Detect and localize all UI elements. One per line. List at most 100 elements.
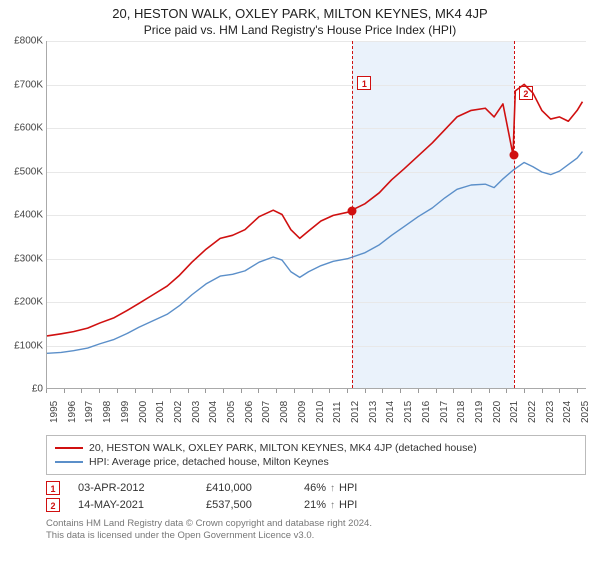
x-tick-mark [329, 389, 330, 393]
x-tick-label: 2021 [509, 401, 520, 423]
x-tick-mark [559, 389, 560, 393]
x-tick-mark [152, 389, 153, 393]
footer-line-1: Contains HM Land Registry data © Crown c… [46, 518, 586, 530]
y-tick-label: £300K [3, 253, 43, 264]
x-tick-label: 1996 [67, 401, 78, 423]
x-tick-label: 2012 [350, 401, 361, 423]
x-tick-mark [436, 389, 437, 393]
y-tick-label: £400K [3, 210, 43, 221]
transaction-row: 2 14-MAY-2021 £537,500 21% ↑ HPI [46, 498, 586, 512]
x-tick-mark [46, 389, 47, 393]
x-tick-label: 2001 [155, 401, 166, 423]
x-tick-label: 2008 [279, 401, 290, 423]
x-tick-label: 1999 [120, 401, 131, 423]
x-tick-mark [382, 389, 383, 393]
x-tick-label: 2016 [421, 401, 432, 423]
x-tick-mark [418, 389, 419, 393]
x-tick-mark [223, 389, 224, 393]
x-tick-label: 2013 [368, 401, 379, 423]
chart-container: 20, HESTON WALK, OXLEY PARK, MILTON KEYN… [0, 6, 600, 566]
x-tick-mark [542, 389, 543, 393]
transaction-pct-suffix: HPI [339, 482, 357, 494]
transaction-pct-value: 46% [304, 482, 326, 494]
arrow-up-icon: ↑ [330, 483, 335, 494]
y-tick-label: £500K [3, 166, 43, 177]
x-tick-mark [577, 389, 578, 393]
legend: 20, HESTON WALK, OXLEY PARK, MILTON KEYN… [46, 435, 586, 475]
y-tick-label: £100K [3, 340, 43, 351]
transaction-badge: 1 [46, 481, 60, 495]
x-tick-mark [188, 389, 189, 393]
x-tick-mark [170, 389, 171, 393]
legend-swatch [55, 447, 83, 449]
x-tick-label: 2019 [474, 401, 485, 423]
x-tick-label: 1995 [49, 401, 60, 423]
series-hpi [47, 152, 582, 354]
footer-line-2: This data is licensed under the Open Gov… [46, 530, 586, 542]
x-tick-label: 2009 [297, 401, 308, 423]
x-tick-mark [347, 389, 348, 393]
x-tick-mark [453, 389, 454, 393]
transaction-pct-value: 21% [304, 499, 326, 511]
x-tick-mark [99, 389, 100, 393]
x-tick-mark [400, 389, 401, 393]
x-tick-label: 2014 [385, 401, 396, 423]
transaction-pct: 46% ↑ HPI [304, 482, 357, 494]
x-tick-label: 2018 [456, 401, 467, 423]
x-tick-label: 2015 [403, 401, 414, 423]
transaction-badge: 2 [46, 498, 60, 512]
x-tick-label: 2022 [527, 401, 538, 423]
chart-subtitle: Price paid vs. HM Land Registry's House … [0, 23, 600, 37]
y-tick-label: £0 [3, 384, 43, 395]
transaction-pct-suffix: HPI [339, 499, 357, 511]
x-tick-mark [524, 389, 525, 393]
legend-item-hpi: HPI: Average price, detached house, Milt… [55, 455, 577, 469]
x-tick-label: 2000 [138, 401, 149, 423]
x-tick-label: 2004 [208, 401, 219, 423]
x-tick-mark [489, 389, 490, 393]
x-tick-label: 2025 [580, 401, 591, 423]
transaction-date: 03-APR-2012 [78, 482, 188, 494]
x-tick-mark [312, 389, 313, 393]
transaction-date: 14-MAY-2021 [78, 499, 188, 511]
x-tick-label: 2011 [332, 401, 343, 423]
x-tick-label: 2024 [562, 401, 573, 423]
series-price_paid [47, 84, 582, 336]
x-tick-mark [135, 389, 136, 393]
x-tick-mark [205, 389, 206, 393]
x-tick-mark [365, 389, 366, 393]
x-tick-label: 1997 [84, 401, 95, 423]
x-tick-label: 2020 [492, 401, 503, 423]
arrow-up-icon: ↑ [330, 500, 335, 511]
transaction-pct: 21% ↑ HPI [304, 499, 357, 511]
legend-swatch [55, 461, 83, 463]
x-tick-mark [258, 389, 259, 393]
legend-label: HPI: Average price, detached house, Milt… [89, 455, 329, 469]
transaction-price: £537,500 [206, 499, 286, 511]
x-tick-mark [294, 389, 295, 393]
x-tick-mark [64, 389, 65, 393]
x-tick-mark [276, 389, 277, 393]
x-tick-label: 2006 [244, 401, 255, 423]
x-tick-label: 2005 [226, 401, 237, 423]
series-svg [47, 41, 586, 388]
x-tick-mark [241, 389, 242, 393]
x-tick-label: 2017 [439, 401, 450, 423]
x-tick-label: 1998 [102, 401, 113, 423]
x-tick-mark [81, 389, 82, 393]
x-tick-label: 2010 [315, 401, 326, 423]
y-tick-label: £200K [3, 297, 43, 308]
x-tick-mark [506, 389, 507, 393]
transaction-row: 1 03-APR-2012 £410,000 46% ↑ HPI [46, 481, 586, 495]
footer-attribution: Contains HM Land Registry data © Crown c… [46, 518, 586, 542]
plot-area: £0£100K£200K£300K£400K£500K£600K£700K£80… [46, 41, 586, 389]
transactions-table: 1 03-APR-2012 £410,000 46% ↑ HPI 2 14-MAY-2021 £… [46, 481, 586, 512]
x-axis: 1995199619971998199920002001200220032004… [46, 389, 586, 431]
x-tick-label: 2023 [545, 401, 556, 423]
x-tick-label: 2003 [191, 401, 202, 423]
transaction-price: £410,000 [206, 482, 286, 494]
y-tick-label: £600K [3, 123, 43, 134]
legend-item-price_paid: 20, HESTON WALK, OXLEY PARK, MILTON KEYN… [55, 441, 577, 455]
chart-title: 20, HESTON WALK, OXLEY PARK, MILTON KEYN… [0, 6, 600, 21]
y-tick-label: £700K [3, 79, 43, 90]
